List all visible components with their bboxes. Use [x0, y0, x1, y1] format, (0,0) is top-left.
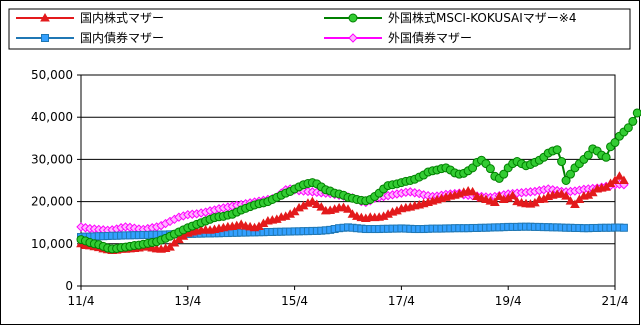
x-tick-label: 15/4 [281, 294, 308, 308]
legend-item-0: 国内株式マザー [16, 10, 164, 25]
y-tick-label: 40,000 [31, 110, 73, 124]
series-layer [76, 108, 641, 255]
legend-item-3: 外国債券マザー [324, 30, 472, 45]
x-tick-label: 11/4 [68, 294, 95, 308]
data-point [507, 190, 518, 200]
data-point [619, 223, 628, 232]
y-tick-label: 30,000 [31, 152, 73, 166]
data-point [311, 199, 322, 209]
x-tick-label: 17/4 [388, 294, 415, 308]
data-point [601, 152, 611, 162]
legend-marker [41, 34, 49, 42]
data-point [628, 116, 638, 126]
data-point [561, 176, 571, 185]
x-tick-label: 21/4 [602, 294, 629, 308]
data-point [619, 175, 629, 184]
data-point [165, 242, 175, 251]
data-point [316, 202, 327, 211]
data-point [610, 138, 620, 148]
legend-marker [348, 33, 358, 43]
data-point [494, 191, 505, 201]
x-axis: 11/4 13/4 15/4 17/4 19/4 21/4 [68, 286, 629, 308]
data-point [623, 123, 633, 133]
data-point [556, 188, 567, 198]
data-point [610, 175, 620, 184]
data-point [561, 191, 571, 200]
data-point [614, 171, 625, 180]
y-tick-label: 50,000 [31, 68, 73, 82]
legend-marker [40, 12, 50, 22]
legend-label: 国内債券マザー [80, 30, 164, 45]
data-point [570, 199, 580, 209]
legend-item-1: 外国株式MSCI-KOKUSAIマザー※4 [324, 10, 577, 25]
data-point [557, 157, 567, 167]
legend-label: 外国株式MSCI-KOKUSAIマザー※4 [388, 10, 577, 25]
legend-item-2: 国内債券マザー [16, 30, 164, 45]
y-axis: 50,000 40,000 30,000 20,000 10,000 0 [31, 68, 81, 293]
legend: 国内株式マザー 外国株式MSCI-KOKUSAIマザー※4 国内債券マザー 外国債券マ… [16, 10, 577, 45]
data-point [552, 145, 562, 155]
legend-label: 国内株式マザー [80, 10, 164, 25]
data-point [583, 150, 593, 160]
x-tick-label: 13/4 [174, 294, 201, 308]
series-1 [76, 108, 641, 254]
data-point [485, 164, 495, 174]
data-point [467, 186, 478, 196]
data-point [307, 196, 318, 206]
data-point [343, 204, 353, 213]
legend-label: 外国債券マザー [388, 30, 472, 45]
legend-marker [348, 13, 358, 23]
data-point [347, 209, 358, 218]
legend-box [8, 8, 631, 50]
x-tick-label: 19/4 [495, 294, 522, 308]
data-point [566, 169, 575, 179]
data-point [632, 108, 641, 118]
data-point [489, 197, 500, 206]
y-tick-label: 0 [65, 279, 73, 293]
y-tick-label: 10,000 [31, 237, 73, 251]
data-point [499, 169, 509, 179]
y-tick-label: 20,000 [31, 195, 73, 209]
data-point [565, 196, 576, 205]
